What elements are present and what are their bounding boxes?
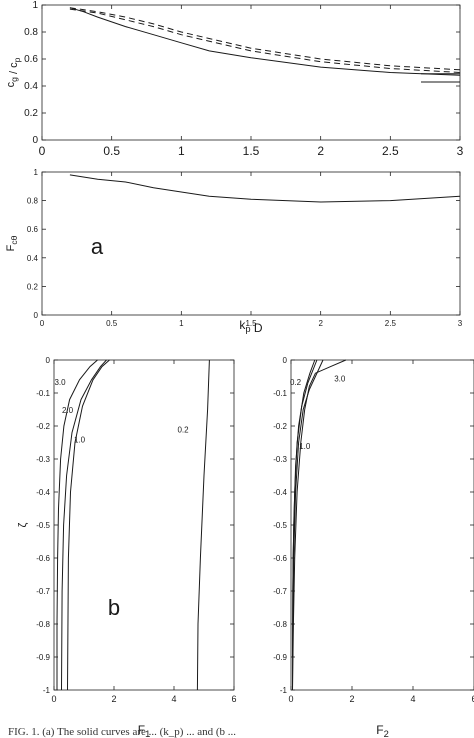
y-tick-label: -0.8 [273, 620, 287, 629]
panel-letter: b [108, 595, 120, 620]
curve-label: 2.0 [62, 406, 74, 415]
y-tick-label: -0.1 [36, 389, 50, 398]
x-axis-label: kp D [239, 318, 263, 335]
y-tick-label: -0.8 [36, 620, 50, 629]
y-tick-label: -0.9 [273, 653, 287, 662]
y-tick-label: -0.1 [273, 389, 287, 398]
figure-caption: FIG. 1. (a) The solid curves are ... (k_… [8, 726, 236, 738]
y-tick-label: 0.8 [24, 27, 38, 38]
y-tick-label: 0.4 [24, 81, 38, 92]
y-tick-label: -0.9 [36, 653, 50, 662]
x-tick-label: 1 [179, 319, 184, 328]
x-tick-label: 1.5 [243, 144, 260, 158]
x-axis-label: F2 [376, 723, 389, 738]
x-tick-label: 6 [231, 694, 236, 704]
y-tick-label: -0.2 [36, 422, 50, 431]
series-line [56, 359, 98, 690]
panel-letter: a [91, 234, 104, 259]
x-tick-label: 2 [111, 694, 116, 704]
series-line [67, 359, 110, 691]
y-tick-label: 1 [34, 168, 39, 177]
curve-label: 3.0 [334, 374, 346, 383]
chart-bottom-right: 0 2 4 6 0 -0.1 -0.2 -0.3 -0.4 -0.5 -0.6 -0.7 -0.8 -0.… [273, 356, 474, 738]
x-tick-label: 3 [458, 319, 463, 328]
y-tick-label: -1 [43, 686, 51, 695]
y-tick-label: 0.6 [24, 54, 38, 65]
y-tick-label: -0.4 [273, 488, 287, 497]
x-tick-label: 0 [51, 694, 56, 704]
x-tick-label: 2 [349, 694, 354, 704]
y-tick-label: 1 [32, 0, 38, 11]
y-tick-label: 0 [34, 311, 39, 320]
series-line [61, 359, 107, 691]
series-line [196, 359, 210, 691]
plot-frame [53, 359, 235, 691]
y-tick-label: -0.3 [36, 455, 50, 464]
chart-top: 0 0.5 1 1.5 2 2.5 3 0 0.2 0.4 0.6 0.8 1 cg / cp [5, 0, 464, 158]
series-line [292, 359, 347, 691]
y-tick-label: 0 [283, 356, 288, 365]
y-tick-label: 0.6 [27, 225, 39, 234]
plot-frame [290, 359, 474, 691]
x-tick-label: 4 [171, 694, 176, 704]
curve-label: 3.0 [54, 378, 66, 387]
y-tick-label: -0.7 [36, 587, 50, 596]
x-tick-label: 2 [318, 319, 323, 328]
x-tick-label: 0 [40, 319, 45, 328]
series-line [292, 359, 318, 658]
y-tick-label: 0.4 [27, 254, 39, 263]
chart-middle: 0 0.5 1 1.5 2 2.5 3 0 0.2 0.4 0.6 0.8 1 Fcθ kp D a [5, 168, 463, 335]
y-tick-label: -0.2 [273, 422, 287, 431]
x-tick-label: 6 [471, 694, 474, 704]
x-tick-label: 2 [317, 144, 324, 158]
x-tick-label: 3 [457, 144, 464, 158]
x-tick-label: 0 [288, 694, 293, 704]
y-tick-label: -1 [280, 686, 288, 695]
x-tick-label: 1.5 [245, 319, 257, 328]
chart-bottom-left: 0 2 4 6 0 -0.1 -0.2 -0.3 -0.4 -0.5 -0.6 -0.7 -0.8 -0.… [17, 356, 237, 738]
y-tick-label: -0.5 [273, 521, 287, 530]
x-axis-label: F1 [138, 723, 151, 738]
x-tick-label: 4 [410, 694, 415, 704]
y-tick-label: -0.6 [273, 554, 287, 563]
curve-label: 1.0 [299, 442, 311, 451]
y-tick-label: 0.2 [27, 282, 39, 291]
y-axis-label: cg / cp [5, 57, 22, 87]
y-tick-label: 0.2 [24, 108, 38, 119]
x-tick-label: 1 [178, 144, 185, 158]
curve-label: 0.2 [290, 378, 302, 387]
y-tick-label: 0.8 [27, 197, 39, 206]
y-tick-label: -0.7 [273, 587, 287, 596]
y-tick-label: -0.4 [36, 488, 50, 497]
y-tick-label: -0.6 [36, 554, 50, 563]
series-line [69, 174, 461, 203]
y-tick-label: 0 [32, 135, 38, 146]
x-tick-label: 0.5 [103, 144, 120, 158]
y-axis-label: ζ [17, 522, 29, 527]
x-tick-label: 0 [39, 144, 46, 158]
y-tick-label: -0.5 [36, 521, 50, 530]
y-axis-label: Fcθ [5, 235, 19, 251]
curve-label: 1.0 [74, 436, 86, 445]
x-tick-label: 0.5 [106, 319, 118, 328]
series-line [69, 7, 461, 71]
series-line [69, 7, 461, 76]
series-line [69, 8, 461, 73]
y-tick-label: 0 [46, 356, 51, 365]
plot-frame [41, 171, 461, 316]
y-tick-label: -0.3 [273, 455, 287, 464]
x-tick-label: 2.5 [385, 319, 397, 328]
x-tick-label: 2.5 [382, 144, 399, 158]
curve-label: 0.2 [177, 426, 189, 435]
series-line [292, 359, 324, 658]
